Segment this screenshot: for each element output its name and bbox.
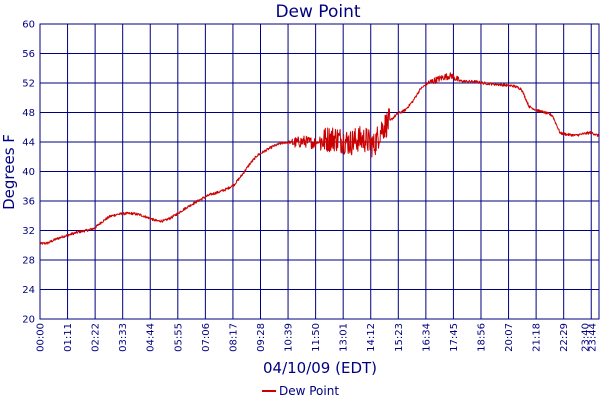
x-tick-label: 20:07 [504,323,515,352]
x-tick-label: 22:29 [559,323,570,352]
y-tick-label: 36 [22,197,35,208]
y-tick-label: 56 [22,49,35,60]
y-tick-label: 32 [22,226,35,237]
y-axis-label: Degrees F [0,134,18,210]
y-tick-label: 24 [22,285,35,296]
x-tick-label: 23:40 [581,323,592,352]
series-line-dew-point [39,72,600,245]
y-tick-label: 52 [22,79,35,90]
x-tick-label: 08:17 [228,323,239,352]
legend: Dew Point [262,384,339,398]
legend-label: Dew Point [279,384,339,398]
y-tick-label: 20 [22,315,35,326]
x-axis-label: 04/10/09 (EDT) [263,359,377,377]
x-tick-label: 23:44 [587,323,598,352]
x-tick-label: 01:11 [63,323,74,352]
x-tick-labels: 00:00 01:11 02:22 03:33 04:44 05:55 07:06 08:17… [36,323,599,352]
x-tick-label: 09:28 [256,323,267,352]
y-tick-labels: 20 24 28 32 36 40 44 48 52 56 60 [22,20,35,326]
x-tick-label: 10:39 [284,323,295,352]
y-tick-label: 28 [22,256,35,267]
x-tick-label: 15:23 [394,323,405,352]
x-tick-label: 05:55 [173,323,184,352]
x-tick-label: 18:56 [476,323,487,352]
x-tick-label: 02:22 [91,323,102,352]
y-tick-label: 40 [22,167,35,178]
chart-title: Dew Point [275,2,360,22]
x-tick-label: 11:50 [311,323,322,352]
x-tick-label: 04:44 [146,323,157,352]
x-tick-label: 00:00 [36,323,47,352]
y-tick-label: 44 [22,138,35,149]
x-tick-label: 21:18 [532,323,543,352]
x-tick-label: 03:33 [118,323,129,352]
x-tick-label: 16:34 [421,323,432,352]
series-group [39,72,600,245]
grid-lines [40,23,599,320]
y-tick-label: 60 [22,20,35,31]
x-tick-label: 14:12 [366,323,377,352]
x-tick-label: 07:06 [201,323,212,352]
x-tick-label: 13:01 [339,323,350,352]
y-tick-label: 48 [22,108,35,119]
x-tick-label: 17:45 [449,323,460,352]
